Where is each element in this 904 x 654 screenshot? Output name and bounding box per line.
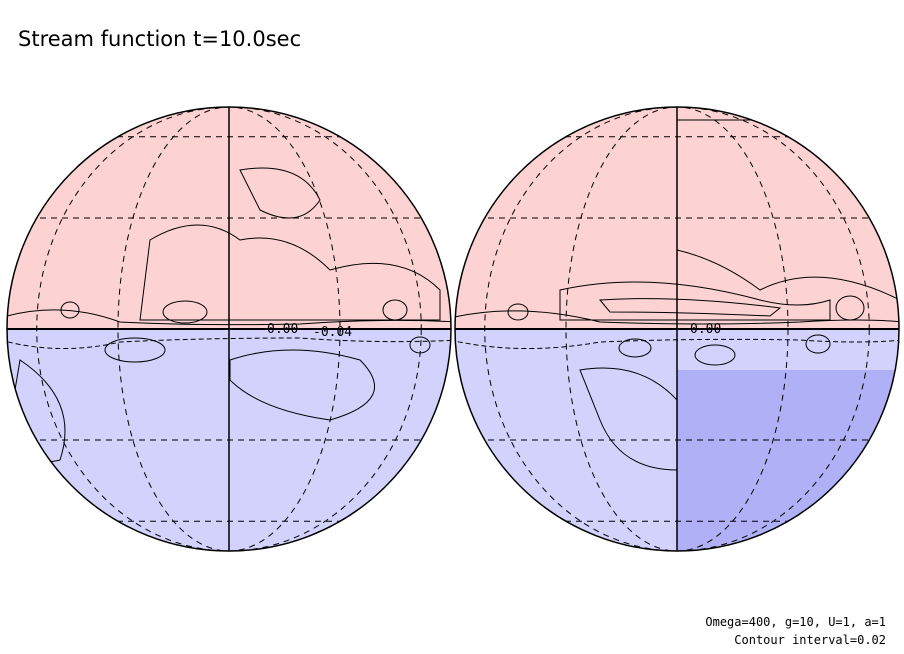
contour-interval: Contour interval=0.02 bbox=[734, 633, 886, 647]
contour-label: 0.00 bbox=[267, 322, 298, 337]
contour-label: -0.04 bbox=[313, 325, 352, 340]
title: Stream function t=10.0sec bbox=[18, 27, 301, 51]
parameters: Omega=400, g=10, U=1, a=1 bbox=[705, 615, 886, 629]
contour-label: 0.00 bbox=[690, 322, 721, 337]
